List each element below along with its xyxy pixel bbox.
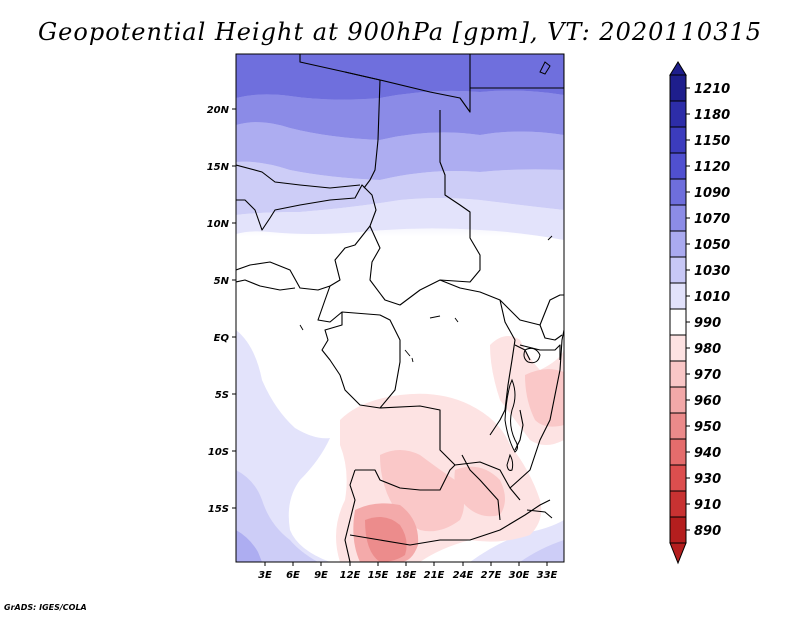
coast-details [299,235,553,363]
chart-title: Geopotential Height at 900hPa [gpm], VT:… [38,18,762,46]
colorbar-cell [669,334,687,362]
colorbar-label: 960 [694,394,721,409]
colorbar-cell [669,360,687,388]
colorbar-label: 1150 [694,134,730,149]
colorbar-cell [669,516,687,544]
lat-label-eq: EQ [214,333,230,344]
contour-970-se [454,466,505,517]
map-panel [236,54,564,562]
colorbar-top-arrow [669,61,687,76]
colorbar-cell [669,126,687,154]
contour-1050-sw [236,530,262,562]
lon-label-18e: 18E [396,570,417,581]
lat-label-15n: 15N [207,162,230,173]
lon-axis [264,562,548,566]
colorbar-label: 1010 [694,290,730,305]
lat-label-10s: 10S [208,447,229,458]
lon-label-30e: 30E [509,570,530,581]
colorbar-label: 1210 [694,82,730,97]
colorbar-cell [669,100,687,128]
colorbar-label: 930 [694,472,721,487]
lat-label-5s: 5S [215,390,229,401]
colorbar-cell [669,74,687,102]
lon-label-9e: 9E [314,570,328,581]
lat-label-15s: 15S [208,504,229,515]
lat-label-20n: 20N [207,105,230,116]
colorbar-cell [669,464,687,492]
colorbar-label: 1180 [694,108,730,123]
grads-credit: GrADS: IGES/COLA [4,603,87,612]
colorbar-cell [669,230,687,258]
lon-label-12e: 12E [340,570,361,581]
contour-1030-se [520,540,564,562]
colorbar-label: 910 [694,498,721,513]
colorbar-label: 1030 [694,264,730,279]
lon-label-27e: 27E [481,570,502,581]
colorbar-cell [669,438,687,466]
colorbar-label: 990 [694,316,721,331]
contour-1030-sw [236,470,318,562]
colorbar: 1210 1180 1150 1120 1090 1070 1050 1030 1010 990 9… [669,61,730,565]
colorbar-cell [669,282,687,310]
lon-label-33e: 33E [537,570,558,581]
lat-label-10n: 10N [207,219,230,230]
colorbar-cell [669,256,687,284]
colorbar-cell [669,204,687,232]
lat-label-5n: 5N [214,276,230,287]
colorbar-cell [669,308,687,336]
colorbar-label: 1120 [694,160,730,175]
colorbar-cell [669,178,687,206]
lon-label-15e: 15E [368,570,389,581]
colorbar-cell [669,386,687,414]
contour-970-east [525,369,564,427]
colorbar-label: 940 [694,446,721,461]
colorbar-label: 950 [694,420,721,435]
colorbar-cell [669,152,687,180]
colorbar-label: 890 [694,524,721,539]
map-frame [235,53,565,563]
political-boundaries [236,54,564,562]
colorbar-cell [669,412,687,440]
colorbar-label: 1070 [694,212,730,227]
contour-1050 [236,122,564,180]
map-figure: 20N 15N 10N 5N EQ 5S 10S 15S 3E 6E 9E 12… [207,53,730,581]
lon-label-21e: 21E [424,570,445,581]
colorbar-label: 1050 [694,238,730,253]
lon-label-24e: 24E [453,570,474,581]
colorbar-label: 980 [694,342,721,357]
lon-label-3e: 3E [258,570,272,581]
colorbar-label: 970 [694,368,721,383]
contour-1070 [236,90,564,140]
contour-1010-north [236,198,564,240]
colorbar-cell [669,490,687,518]
contour-960 [365,516,407,562]
lakes [504,61,553,519]
lon-label-6e: 6E [286,570,300,581]
lat-axis [232,108,236,509]
colorbar-bottom-arrow [669,542,687,565]
colorbar-label: 1090 [694,186,730,201]
